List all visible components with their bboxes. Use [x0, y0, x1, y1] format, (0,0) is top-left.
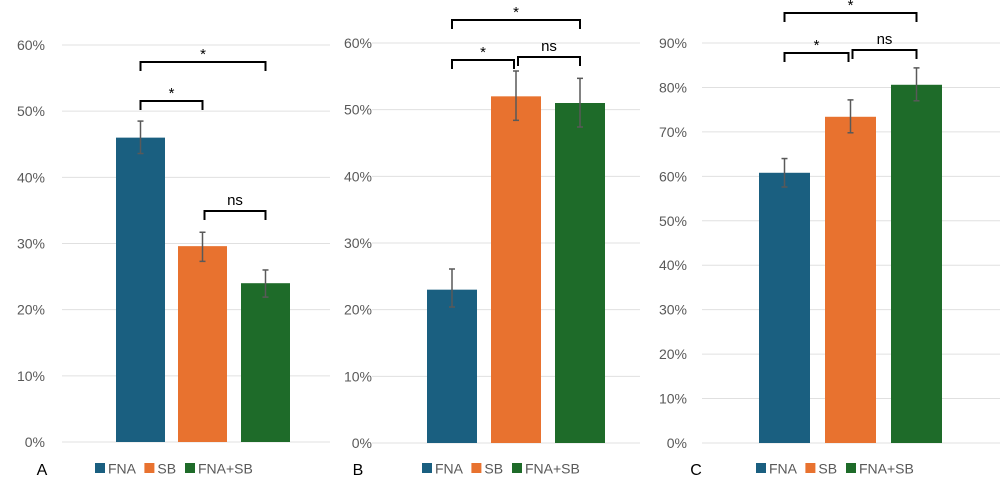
- bar-fna: [427, 289, 477, 443]
- y-tick-label: 10%: [17, 368, 45, 384]
- significance-star: *: [814, 37, 820, 54]
- legend: FNA SB FNA+SB: [95, 461, 253, 477]
- panel-label: A: [37, 462, 48, 479]
- y-tick-label: 50%: [659, 213, 687, 229]
- y-tick-label: 30%: [344, 235, 372, 251]
- y-tick-label: 0%: [25, 434, 45, 450]
- legend-swatch-sb: [471, 463, 482, 473]
- significance-star: *: [480, 44, 486, 61]
- significance-bracket: [139, 100, 204, 110]
- significance-bracket: [783, 12, 918, 22]
- legend-swatch-fna-plus-sb: [846, 463, 856, 473]
- legend-label: FNA: [435, 461, 464, 477]
- legend-label: SB: [818, 461, 837, 477]
- y-tick-label: 60%: [344, 35, 372, 51]
- legend-item-fna-plus-sb: FNA+SB: [846, 461, 914, 477]
- significance-star: *: [200, 46, 206, 63]
- legend-label: FNA: [769, 461, 798, 477]
- panel-label: C: [690, 462, 702, 479]
- legend-swatch-fna-plus-sb: [185, 463, 195, 473]
- significance-bracket: [851, 49, 918, 59]
- legend-label: SB: [157, 461, 176, 477]
- legend-label: FNA+SB: [525, 461, 580, 477]
- y-tick-label: 70%: [659, 124, 687, 140]
- significance-bracket: [139, 61, 267, 71]
- y-tick-label: 40%: [17, 169, 45, 185]
- significance-ns: ns: [541, 38, 557, 55]
- legend-swatch-sb: [144, 463, 155, 473]
- y-tick-label: 0%: [667, 435, 687, 451]
- legend-swatch-sb: [805, 463, 816, 473]
- legend-item-sb: SB: [144, 461, 176, 477]
- significance-bracket: [203, 210, 267, 220]
- legend-swatch-fna: [95, 463, 105, 473]
- significance-ns: ns: [877, 31, 893, 48]
- bar-fna-plus-sb: [241, 283, 290, 442]
- significance-star: *: [513, 4, 519, 21]
- significance-star: *: [848, 0, 854, 14]
- y-tick-label: 40%: [344, 168, 372, 184]
- bar-fna: [759, 172, 810, 443]
- bar-fna-plus-sb: [555, 103, 605, 443]
- bar-sb: [825, 116, 876, 444]
- panel-c-chart: 0%10%20%30%40%50%60%70%80%90% **nsC FNA SB F…: [659, 0, 1000, 479]
- y-tick-label: 80%: [659, 79, 687, 95]
- significance-bracket: [451, 19, 581, 29]
- y-tick-label: 10%: [659, 391, 687, 407]
- legend-swatch-fna-plus-sb: [512, 463, 522, 473]
- legend-item-fna: FNA: [95, 461, 137, 477]
- legend-item-fna-plus-sb: FNA+SB: [512, 461, 580, 477]
- significance-bracket: [517, 56, 581, 66]
- bar-fna: [116, 137, 165, 442]
- y-tick-label: 50%: [344, 102, 372, 118]
- panel-a-chart: 0% 10% 20% 30% 40% 50% 60% * * ns A FNA SB FNA+SB: [17, 37, 330, 479]
- bar-sb: [178, 246, 227, 442]
- significance-bracket: [783, 52, 850, 62]
- y-tick-label: 40%: [659, 257, 687, 273]
- legend-swatch-fna: [756, 463, 766, 473]
- legend-item-sb: SB: [805, 461, 837, 477]
- y-tick-label: 20%: [344, 302, 372, 318]
- legend-label: FNA+SB: [859, 461, 914, 477]
- panel-b-chart: 0% 10% 20% 30% 40% 50% 60% * * ns B FNA SB FNA+SB: [344, 4, 640, 479]
- legend-item-sb: SB: [471, 461, 503, 477]
- y-tick-label: 60%: [659, 168, 687, 184]
- y-tick-label: 20%: [17, 302, 45, 318]
- legend: FNA SB FNA+SB: [756, 461, 914, 477]
- y-tick-label: 60%: [17, 37, 45, 53]
- bar-sb: [491, 96, 541, 443]
- legend-label: FNA+SB: [198, 461, 253, 477]
- legend-swatch-fna: [422, 463, 432, 473]
- y-tick-label: 30%: [659, 302, 687, 318]
- bar-fna-plus-sb: [891, 84, 942, 444]
- y-tick-label: 90%: [659, 35, 687, 51]
- y-tick-label: 20%: [659, 346, 687, 362]
- y-tick-label: 0%: [352, 435, 372, 451]
- legend-item-fna-plus-sb: FNA+SB: [185, 461, 253, 477]
- legend-label: SB: [484, 461, 503, 477]
- y-tick-label: 30%: [17, 236, 45, 252]
- significance-star: *: [169, 85, 175, 102]
- y-tick-label: 50%: [17, 103, 45, 119]
- y-tick-label: 10%: [344, 368, 372, 384]
- legend-label: FNA: [108, 461, 137, 477]
- significance-bracket: [451, 59, 515, 69]
- significance-ns: ns: [227, 192, 243, 209]
- legend: FNA SB FNA+SB: [422, 461, 580, 477]
- legend-item-fna: FNA: [756, 461, 798, 477]
- legend-item-fna: FNA: [422, 461, 464, 477]
- panel-label: B: [353, 462, 364, 479]
